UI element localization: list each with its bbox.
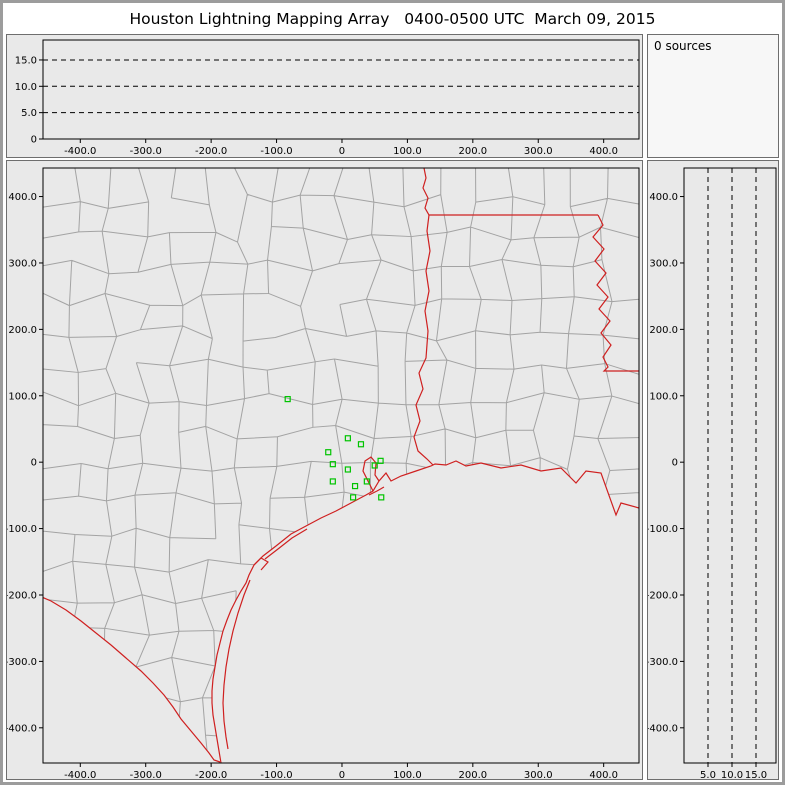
tick-label: 200.0 <box>649 325 678 336</box>
lma-stations <box>284 395 385 501</box>
lma-station-marker <box>377 457 384 464</box>
tick-label: 400.0 <box>649 192 678 203</box>
sources-panel: 0 sources <box>647 34 779 158</box>
lma-station-marker <box>329 478 336 485</box>
state-borders <box>43 168 639 763</box>
lma-station-marker <box>363 478 370 485</box>
tick-label: -100.0 <box>260 146 292 157</box>
tick-label: 100.0 <box>8 391 37 402</box>
tick-label: 200.0 <box>8 325 37 336</box>
lma-station-marker <box>284 395 291 403</box>
tick-label: -100.0 <box>648 524 678 535</box>
tick-label: 0 <box>31 458 37 469</box>
altitude-ns-panel: 400.0 300.0 200.0 100.0 0 -100.0 -200.0 -300.0 -… <box>647 160 779 780</box>
tick-label: 0 <box>339 146 345 157</box>
tick-label: -300.0 <box>648 657 678 668</box>
tick-label: -300.0 <box>130 770 162 779</box>
tick-label: -400.0 <box>648 723 678 734</box>
tick-label: 100.0 <box>649 391 678 402</box>
tick-label: -200.0 <box>7 590 37 601</box>
tick-label: 15.0 <box>745 770 767 779</box>
top-altitude-plot[interactable]: 15.0 10.0 5.0 0 -400.0 -300.0 -200.0 -100.0 0 100… <box>7 35 642 157</box>
tick-label: -400.0 <box>64 770 96 779</box>
tick-label: 200.0 <box>459 146 488 157</box>
map-plot[interactable]: -400.0 -300.0 -200.0 -100.0 0 100.0 200.0 300.0… <box>7 161 642 779</box>
lma-station-marker <box>350 494 357 501</box>
tick-label: 5.0 <box>700 770 716 779</box>
tick-label: -300.0 <box>7 657 37 668</box>
tick-label: -200.0 <box>648 590 678 601</box>
tick-label: 300.0 <box>649 258 678 269</box>
sources-count: 0 sources <box>654 39 712 53</box>
lma-station-marker <box>329 461 336 468</box>
lma-station-marker <box>378 494 385 501</box>
lma-station-marker <box>344 466 351 473</box>
tick-label: -200.0 <box>195 770 227 779</box>
tick-label: -400.0 <box>64 146 96 157</box>
tick-label: 400.0 <box>8 192 37 203</box>
tick-label: -300.0 <box>130 146 162 157</box>
county-boundaries <box>43 168 639 763</box>
window-title: Houston Lightning Mapping Array 0400-050… <box>3 5 782 33</box>
right-altitude-plot[interactable]: 400.0 300.0 200.0 100.0 0 -100.0 -200.0 -300.0 -… <box>648 161 778 779</box>
tick-label: 10.0 <box>721 770 743 779</box>
tick-label: 0 <box>31 135 37 146</box>
tick-label: 10.0 <box>15 82 37 93</box>
gulf-of-mexico <box>212 461 639 763</box>
lma-station-marker <box>325 449 332 456</box>
tick-label: -200.0 <box>195 146 227 157</box>
tick-label: 100.0 <box>393 146 422 157</box>
mexico-area <box>43 597 221 763</box>
tick-label: 400.0 <box>589 770 618 779</box>
tick-label: -100.0 <box>260 770 292 779</box>
lma-station-marker <box>371 462 378 469</box>
tick-label: 400.0 <box>589 146 618 157</box>
map-panel: -400.0 -300.0 -200.0 -100.0 0 100.0 200.0 300.0… <box>6 160 643 780</box>
tick-label: 300.0 <box>524 770 553 779</box>
tick-label: 0 <box>672 458 678 469</box>
lma-station-marker <box>351 482 359 490</box>
tick-label: 300.0 <box>8 258 37 269</box>
tick-label: 0 <box>339 770 345 779</box>
tick-label: 5.0 <box>21 108 37 119</box>
lma-station-marker <box>344 435 351 442</box>
tick-label: 15.0 <box>15 55 37 66</box>
tick-label: 200.0 <box>459 770 488 779</box>
altitude-ew-panel: 15.0 10.0 5.0 0 -400.0 -300.0 -200.0 -100.0 0 100… <box>6 34 643 158</box>
tick-label: -100.0 <box>7 524 37 535</box>
lma-station-marker <box>357 441 365 448</box>
tick-label: 100.0 <box>393 770 422 779</box>
tick-label: -400.0 <box>7 723 37 734</box>
tick-label: 300.0 <box>524 146 553 157</box>
